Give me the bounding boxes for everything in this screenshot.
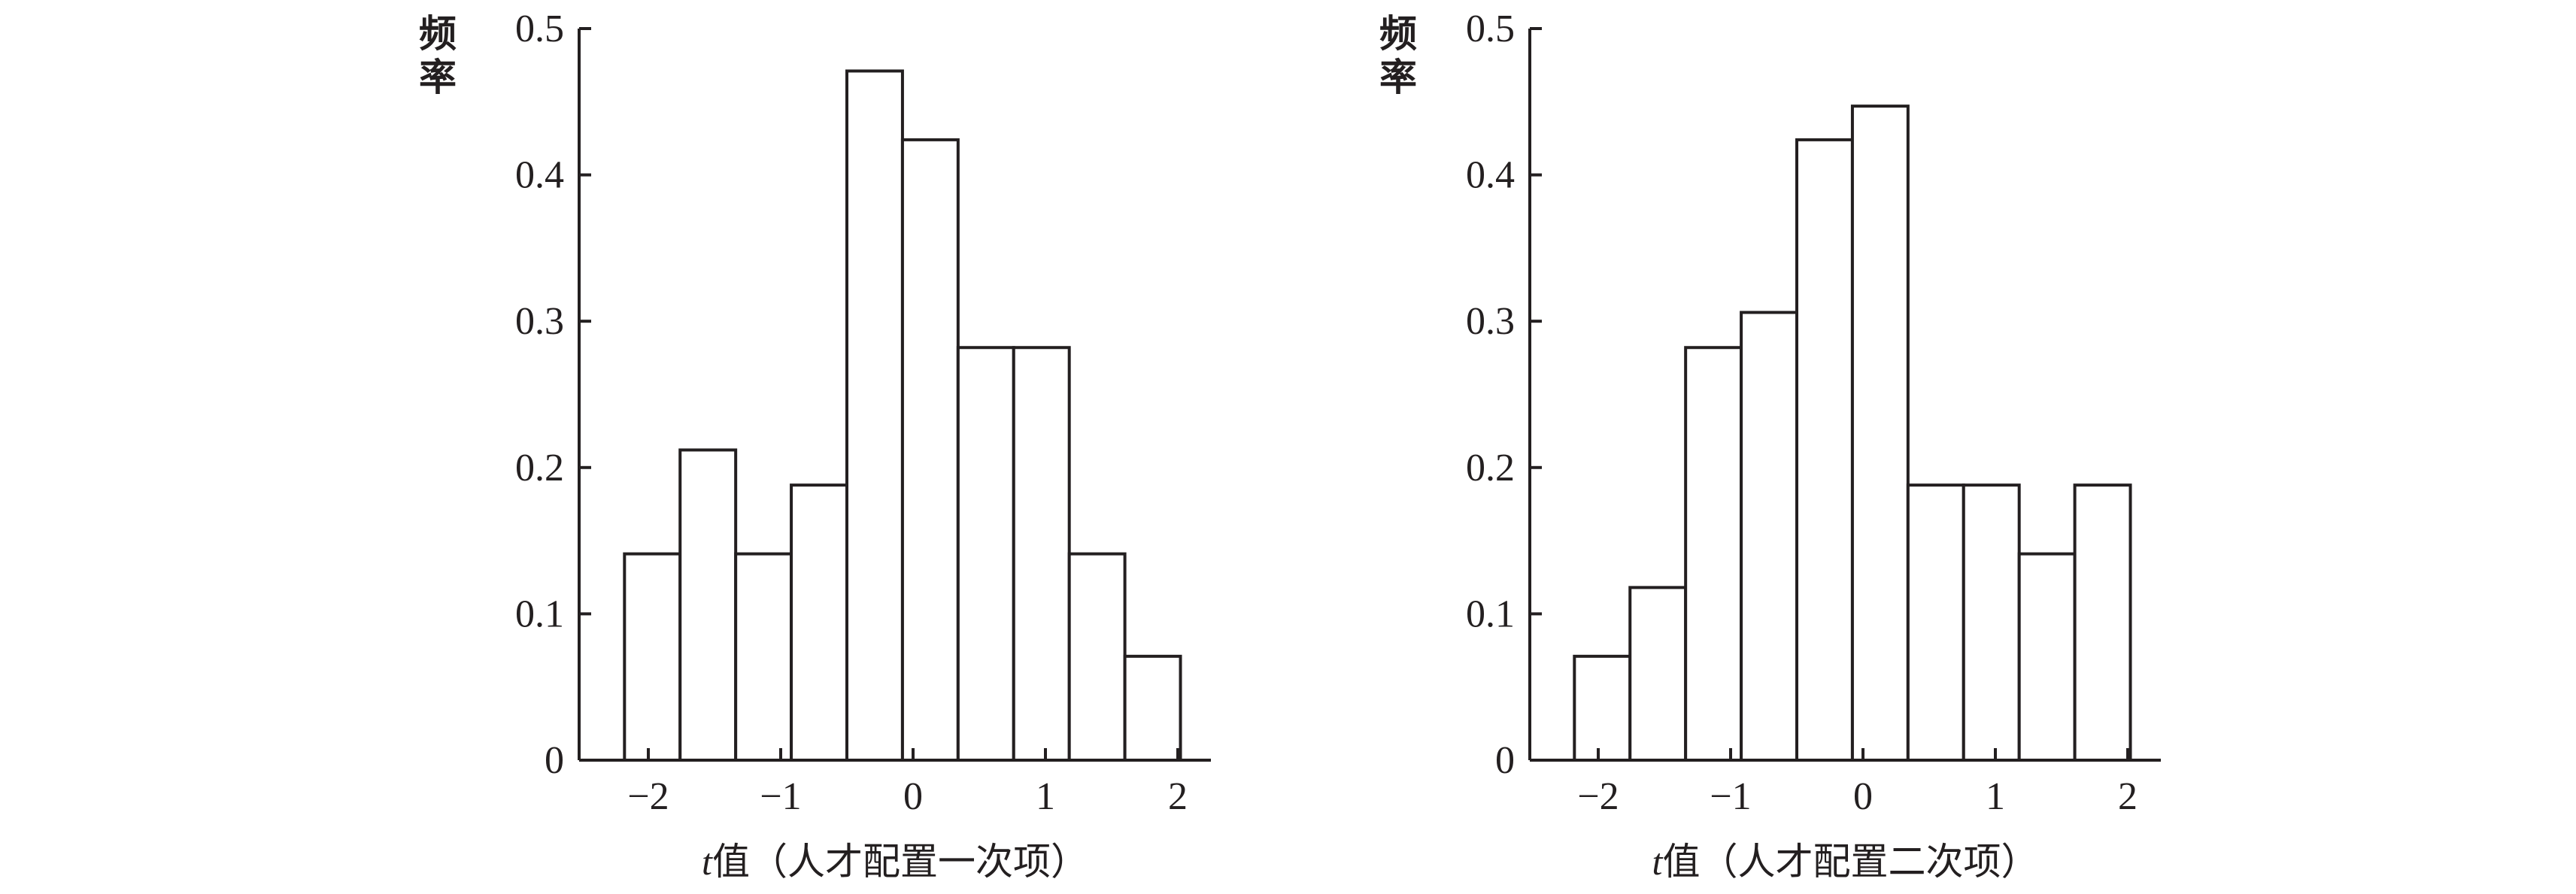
histogram-bar [1123,654,1182,762]
x-tick-label: 2 [2118,775,2138,818]
y-axis-label-char: 率 [1379,56,1417,99]
x-tick-label: −2 [627,775,669,818]
histogram-bar [734,552,793,762]
y-tick-label: 0.2 [1466,447,1515,489]
histogram-bar [1740,311,1799,762]
histogram-bar [1684,346,1743,762]
histogram-bar [1628,586,1688,762]
x-tick-label: −2 [1577,775,1619,818]
x-axis-label-text: 值（人才配置二次项） [1662,840,2038,883]
x-tick-label: −1 [1710,775,1751,818]
y-axis-label-char: 频 [419,12,457,56]
histogram-bar [1906,483,1965,762]
x-axis-label-text: 值（人才配置一次项） [712,840,1088,883]
histogram-bar [1573,654,1632,762]
x-tick-label: 0 [1853,775,1873,818]
x-tick-label: −1 [760,775,801,818]
histogram-bar [2017,552,2077,762]
y-axis-label: 频率 [419,12,457,99]
y-tick-label: 0.1 [515,592,564,635]
x-tick-label: 1 [1036,775,1055,818]
histogram-bar [845,69,904,762]
histogram-bar [623,552,682,762]
x-axis-label-variable: t [702,841,713,883]
y-tick-label: 0.3 [515,300,564,343]
y-axis-label-char: 率 [419,56,457,99]
x-tick-label: 0 [903,775,923,818]
histogram-bar [1962,483,2021,762]
histogram-bar [1850,105,1910,762]
chart-panel-right: 0 0.1 0.2 0.3 0.4 0.5 −2 −1 0 1 2 频率 t值（人才配置二次项） [1379,8,2161,883]
y-axis-label-char: 频 [1379,12,1417,56]
y-tick-label: 0.3 [1466,300,1515,343]
histogram-bar [956,346,1015,762]
y-tick-label: 0.2 [515,447,564,489]
x-tick-label: 1 [1986,775,2005,818]
histogram-bar [900,138,960,762]
histogram-bar [790,483,848,762]
histogram-bar [1795,138,1854,762]
histogram-bar [2073,483,2132,762]
y-tick-label: 0.1 [1466,592,1515,635]
y-tick-label: 0.5 [1466,8,1515,50]
y-tick-label: 0.4 [515,154,564,197]
histogram-bar [1067,552,1127,762]
x-axis-label: t值（人才配置二次项） [1652,840,2039,883]
y-tick-label: 0.4 [1466,154,1515,197]
y-tick-label: 0 [545,739,564,782]
x-axis-label-variable: t [1652,841,1664,883]
y-axis-label: 频率 [1379,12,1417,99]
x-axis-label: t值（人才配置一次项） [702,840,1088,883]
y-tick-label: 0.5 [515,8,564,50]
histogram-bar [1012,346,1071,762]
y-tick-label: 0 [1495,739,1515,782]
chart-panel-left: 0 0.1 0.2 0.3 0.4 0.5 −2 −1 0 1 2 频率 t值（人才配置一次项） [419,8,1211,883]
x-tick-label: 2 [1168,775,1188,818]
histogram-bar [678,448,738,762]
